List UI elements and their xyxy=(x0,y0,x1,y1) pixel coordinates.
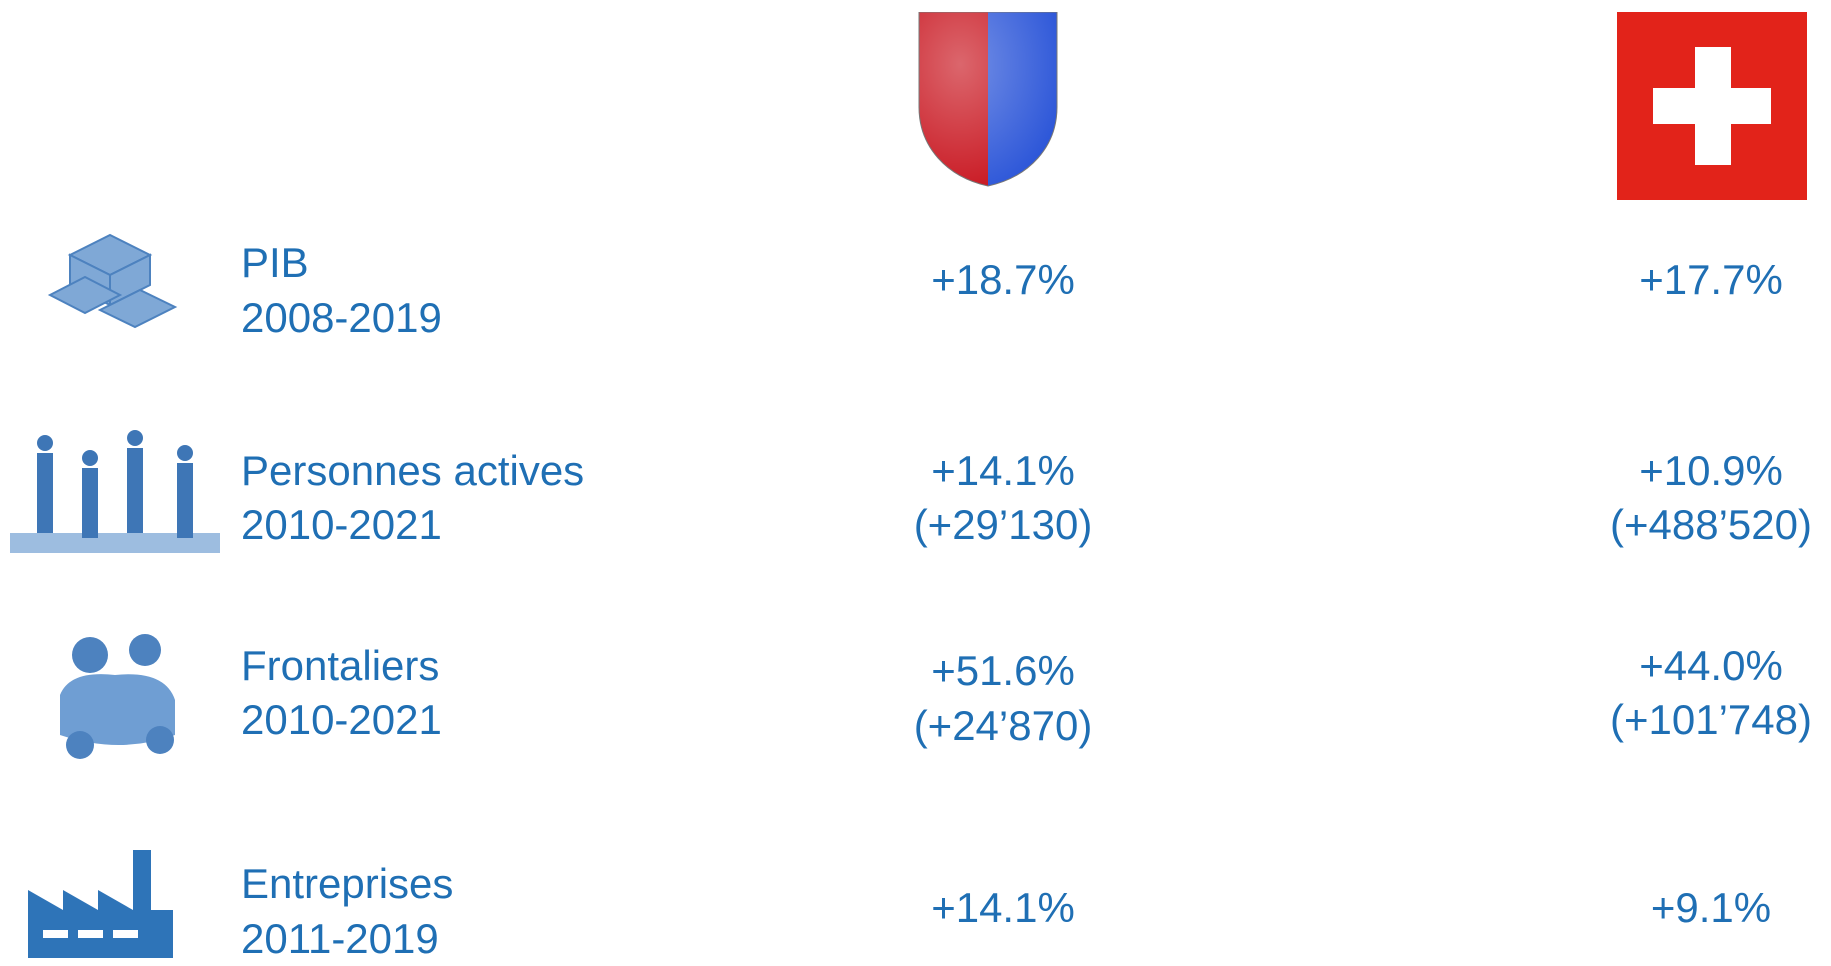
ticino-value: +14.1% xyxy=(931,444,1075,498)
suisse-value: (+488’520) xyxy=(1610,498,1812,552)
factory-icon xyxy=(28,850,173,958)
row-period: 2008-2019 xyxy=(241,291,442,345)
ticino-value: +51.6% xyxy=(931,644,1075,698)
suisse-value: +9.1% xyxy=(1651,881,1771,935)
row-label: PIB xyxy=(241,236,309,290)
row-label: Frontaliers xyxy=(241,639,439,693)
ticino-value: +18.7% xyxy=(931,253,1075,307)
row-period: 2010-2021 xyxy=(241,693,442,747)
ticino-value: (+24’870) xyxy=(914,699,1093,753)
money-icon xyxy=(40,215,180,345)
row-label: Personnes actives xyxy=(241,444,584,498)
car-icon xyxy=(50,625,185,770)
page: {"rows": [ {"label": "PIB", "period": "2… xyxy=(0,0,1831,957)
suisse-value: (+101’748) xyxy=(1610,693,1812,747)
ticino-value: (+29’130) xyxy=(914,498,1093,552)
people-icon xyxy=(10,428,220,563)
suisse-value: +44.0% xyxy=(1639,639,1783,693)
ticino-shield xyxy=(917,12,1059,188)
suisse-value: +17.7% xyxy=(1639,253,1783,307)
row-period: 2010-2021 xyxy=(241,498,442,552)
row-period: 2011-2019 xyxy=(241,912,439,966)
row-label: Entreprises xyxy=(241,857,453,911)
suisse-value: +10.9% xyxy=(1639,444,1783,498)
swiss-flag xyxy=(1617,12,1807,200)
ticino-value: +14.1% xyxy=(931,881,1075,935)
